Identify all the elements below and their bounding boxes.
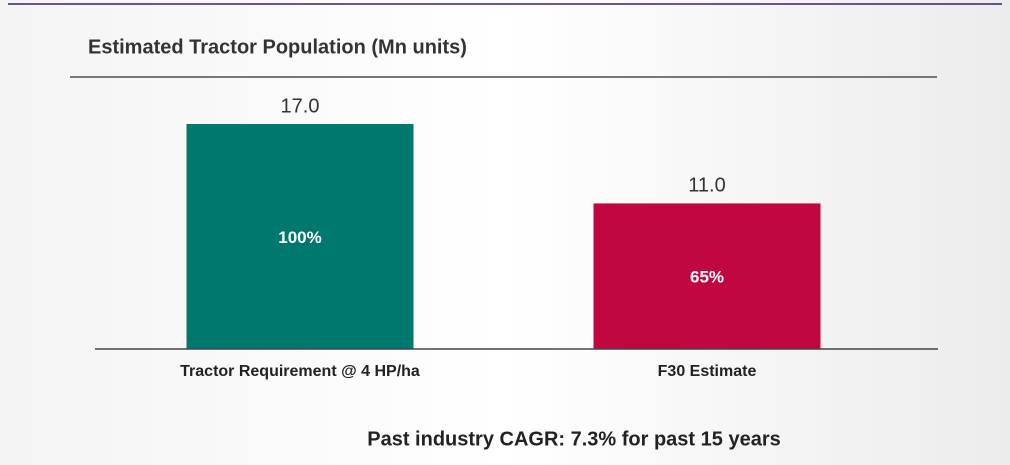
x-tick-label: F30 Estimate bbox=[658, 363, 757, 380]
bar-share-label: 100% bbox=[278, 228, 321, 247]
value-label: 17.0 bbox=[281, 95, 320, 117]
chart-title: Estimated Tractor Population (Mn units) bbox=[88, 36, 467, 58]
bar bbox=[593, 203, 821, 349]
bar-share-label: 65% bbox=[690, 268, 724, 287]
x-tick-label: Tractor Requirement @ 4 HP/ha bbox=[180, 363, 420, 380]
bar bbox=[186, 124, 414, 349]
value-label: 11.0 bbox=[688, 175, 725, 197]
footnote: Past industry CAGR: 7.3% for past 15 yea… bbox=[367, 428, 780, 450]
